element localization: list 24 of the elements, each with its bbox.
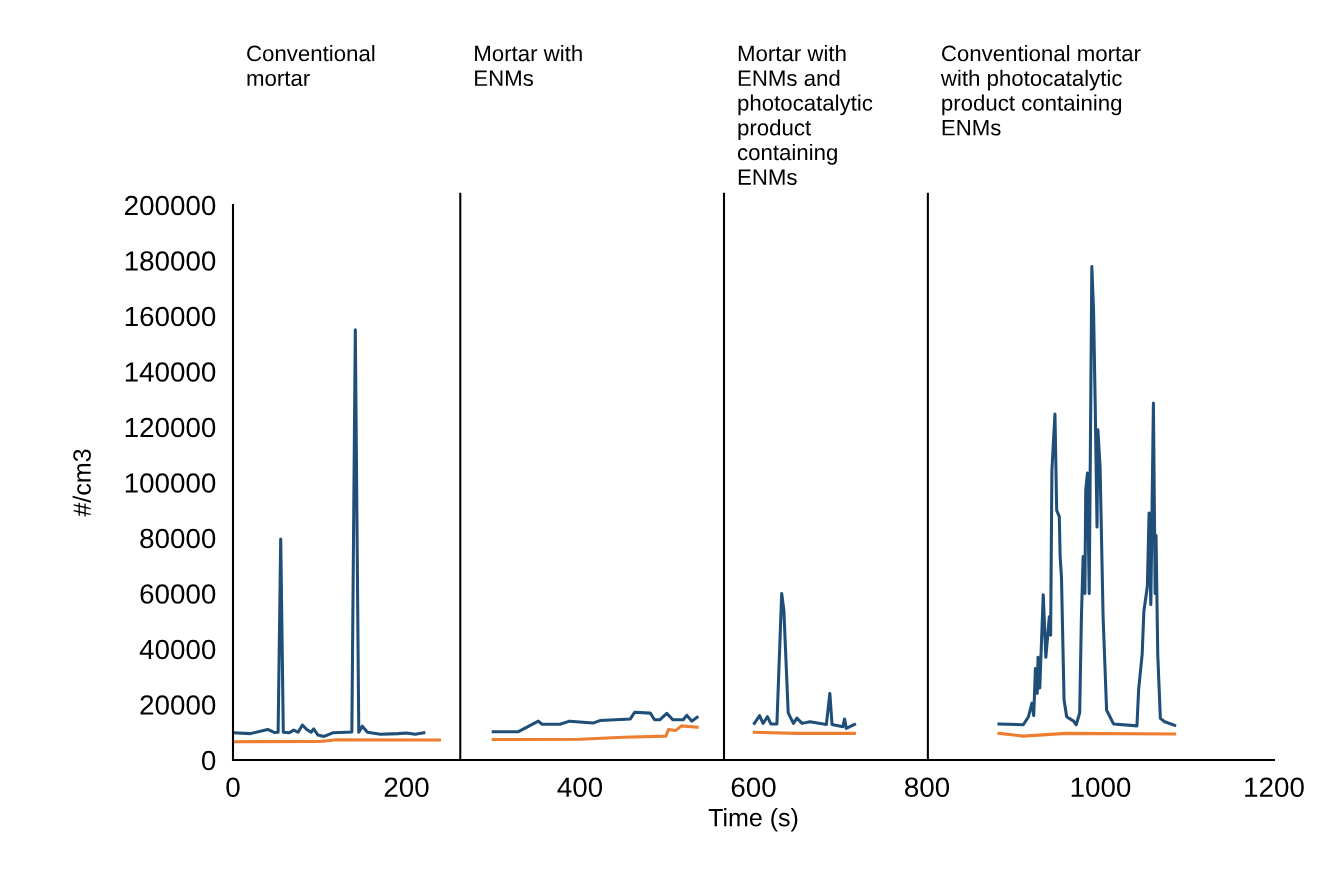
y-tick-label: 140000	[125, 362, 216, 382]
text: Mortar with ENMs	[475, 45, 582, 87]
y-tick-label: 40000	[139, 639, 216, 660]
text: Conventional mortar with photocatalytic product containing ENMs	[940, 45, 1141, 136]
y-tick-label: 0	[201, 750, 216, 771]
y-tick-label: 60000	[140, 584, 216, 604]
text: Conventional mortar	[247, 45, 375, 87]
x-tick-label: 200	[384, 777, 429, 798]
y-tick-label: 120000	[125, 417, 216, 438]
x-tick-label: 800	[905, 777, 950, 798]
text: Mortar with ENMs and photocatalytic product containing ENMs	[737, 45, 873, 186]
y-tick-label: 200000	[125, 195, 216, 216]
x-tick-label: 0	[226, 777, 240, 798]
x-axis-title: Time (s)	[708, 808, 798, 832]
x-tick-label: 1000	[1071, 777, 1131, 798]
x-tick-label: 400	[557, 777, 603, 798]
y-tick-label: 20000	[140, 695, 216, 715]
y-tick-label: 160000	[125, 306, 216, 327]
y-tick-label: 180000	[125, 251, 216, 271]
x-tick-label: 1200	[1245, 777, 1304, 798]
y-tick-label: 80000	[140, 528, 216, 549]
y-tick-label: 100000	[125, 473, 216, 493]
y-axis-title: #/cm3	[72, 449, 91, 517]
x-tick-label: 600	[731, 777, 776, 798]
